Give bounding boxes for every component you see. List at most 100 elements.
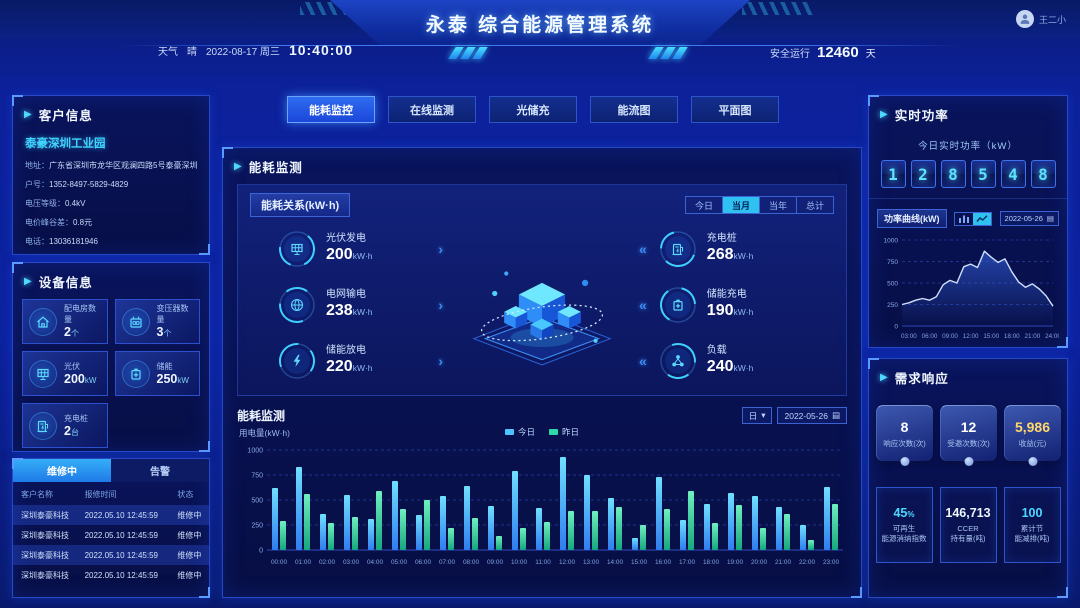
relation-item-storage-charge: « 储能充电 190kW·h bbox=[639, 279, 807, 331]
usage-legend: 今日 昨日 bbox=[237, 426, 847, 438]
energy-monitor-title: 能耗监测 bbox=[248, 161, 303, 175]
svg-text:0: 0 bbox=[894, 324, 898, 331]
customer-field-account: 户号：1352-8497-5829-4829 bbox=[25, 180, 129, 189]
tab-online-monitor[interactable]: 在线监测 bbox=[388, 96, 476, 123]
usage-y-axis-label: 用电量(kW·h) bbox=[239, 428, 290, 438]
svg-text:15:00: 15:00 bbox=[631, 559, 647, 566]
demand-panel-title: 需求响应 bbox=[894, 372, 949, 386]
svg-text:00:00: 00:00 bbox=[271, 559, 287, 566]
svg-text:500: 500 bbox=[251, 498, 263, 505]
svg-text:12:00: 12:00 bbox=[559, 559, 575, 566]
svg-text:23:00: 23:00 bbox=[823, 559, 839, 566]
hourly-usage-bar-chart: 0 250 500 750 1000 00:00 01:00 02:00 03:00 04:00 0… bbox=[247, 448, 843, 566]
load-icon bbox=[659, 343, 696, 379]
svg-text:250: 250 bbox=[251, 523, 263, 530]
relation-item-pv-gen: 光伏发电 200kW·h › bbox=[277, 223, 445, 275]
tab-pv-storage-charge[interactable]: 光储充 bbox=[489, 96, 577, 123]
panel-marker-icon: ▶ bbox=[24, 276, 33, 287]
realtime-digits: 1 2 8 5 4 8 bbox=[869, 160, 1067, 188]
svg-text:250: 250 bbox=[887, 302, 898, 309]
energy-hub-illustration bbox=[472, 271, 612, 366]
stat-invited-count: 12 受邀次数(次) bbox=[939, 405, 997, 461]
solar-panel-icon bbox=[29, 359, 57, 388]
filter-today[interactable]: 今日 bbox=[694, 200, 713, 211]
filter-total[interactable]: 总计 bbox=[795, 197, 833, 213]
panel-marker-icon: ▶ bbox=[880, 372, 889, 383]
svg-text:500: 500 bbox=[887, 281, 898, 288]
tab-alarm[interactable]: 告警 bbox=[111, 459, 209, 482]
filter-month[interactable]: 当月 bbox=[721, 197, 759, 213]
filter-year[interactable]: 当年 bbox=[758, 197, 796, 213]
svg-text:08:00: 08:00 bbox=[463, 559, 479, 566]
svg-text:02:00: 02:00 bbox=[319, 559, 335, 566]
usage-chart-section: 能耗监测 日 ▾ 2022-05-26 ▤ 用电量(kW·h) 今日 昨日 0 250… bbox=[237, 403, 847, 581]
user-account[interactable]: 王二小 bbox=[1015, 10, 1066, 28]
svg-text:21:00: 21:00 bbox=[775, 559, 791, 566]
svg-text:11:00: 11:00 bbox=[535, 559, 551, 566]
energy-monitor-panel: ▶ 能耗监测 能耗关系(kW·h) 今日 当月 当年 总计 光伏发电 200kW·… bbox=[222, 147, 862, 598]
svg-text:18:00: 18:00 bbox=[703, 559, 719, 566]
period-select[interactable]: 日 ▾ bbox=[741, 407, 773, 424]
safe-running-days: 12460 bbox=[817, 44, 859, 61]
charging-pile-icon bbox=[659, 231, 696, 267]
repair-alarm-panel: 维修中 告警 客户名称 报修时间 状态 深圳泰豪科技 2022.05.10 12:… bbox=[12, 458, 210, 598]
svg-text:01:00: 01:00 bbox=[295, 559, 311, 566]
line-chart-toggle-icon[interactable] bbox=[973, 212, 992, 225]
svg-text:0: 0 bbox=[259, 548, 263, 555]
safe-running-unit: 天 bbox=[865, 49, 876, 60]
battery-icon bbox=[121, 359, 150, 388]
svg-text:24:00: 24:00 bbox=[1045, 333, 1059, 340]
panel-marker-icon: ▶ bbox=[24, 109, 33, 120]
date-text: 2022-08-17 周三 bbox=[206, 46, 280, 58]
svg-text:07:00: 07:00 bbox=[439, 559, 455, 566]
flow-arrow-right-icon: › bbox=[438, 353, 443, 369]
charging-pile-icon bbox=[29, 411, 57, 440]
bar-chart-toggle-icon[interactable] bbox=[955, 213, 973, 225]
curve-date-picker[interactable]: 2022-05-26 ▤ bbox=[999, 211, 1059, 226]
pv-generation-icon bbox=[279, 231, 315, 267]
device-card-storage: 储能 250kW bbox=[114, 351, 200, 396]
repair-table: 客户名称 报修时间 状态 深圳泰豪科技 2022.05.10 12:45:59 维修… bbox=[13, 484, 209, 585]
customer-field-voltage: 电压等级：0.4kV bbox=[25, 199, 86, 208]
clock-text: 10:40:00 bbox=[288, 42, 353, 58]
decor-slashes-left bbox=[448, 47, 488, 59]
energy-relation-box: 能耗关系(kW·h) 今日 当月 当年 总计 光伏发电 200kW·h › bbox=[237, 184, 847, 396]
svg-text:09:00: 09:00 bbox=[942, 333, 958, 340]
relation-item-charger: « 充电桩 268kW·h bbox=[639, 223, 807, 275]
svg-text:21:00: 21:00 bbox=[1025, 333, 1041, 340]
chart-type-toggle bbox=[954, 211, 993, 226]
avatar-icon bbox=[1015, 10, 1034, 28]
weather-value: 晴 bbox=[187, 46, 197, 58]
flow-arrow-left-icon: « bbox=[639, 241, 647, 257]
card-energy-saving: 100 累计节 能减排(吨) bbox=[1003, 487, 1061, 563]
tab-energy-monitor[interactable]: 能耗监控 bbox=[287, 96, 375, 123]
svg-text:14:00: 14:00 bbox=[607, 559, 623, 566]
stat-response-count: 8 响应次数(次) bbox=[875, 405, 933, 461]
customer-field-price-gap: 电价峰谷差：0.8元 bbox=[25, 218, 93, 227]
power-curve-title: 功率曲线(kW) bbox=[877, 209, 947, 228]
customer-name[interactable]: 泰豪深圳工业园 bbox=[25, 138, 106, 150]
svg-text:750: 750 bbox=[887, 259, 898, 266]
svg-text:03:00: 03:00 bbox=[343, 559, 359, 566]
flow-arrow-right-icon: › bbox=[438, 241, 443, 257]
table-row: 深圳泰豪科技 2022.05.10 12:45:59 维修中 bbox=[21, 530, 202, 540]
panel-marker-icon: ▶ bbox=[234, 161, 243, 172]
relation-title: 能耗关系(kW·h) bbox=[250, 193, 351, 217]
table-row: 深圳泰豪科技 2022.05.10 12:45:59 维修中 bbox=[13, 545, 209, 565]
tab-energy-flow[interactable]: 能流图 bbox=[590, 96, 678, 123]
svg-text:20:00: 20:00 bbox=[751, 559, 767, 566]
tab-floor-plan[interactable]: 平面图 bbox=[691, 96, 779, 123]
date-picker[interactable]: 2022-05-26 ▤ bbox=[777, 407, 847, 424]
device-info-panel: ▶ 设备信息 配电房数量 2个 变压器数量 3个 光伏 200kW 储能 250kW bbox=[12, 262, 210, 452]
flow-arrow-right-icon: › bbox=[438, 297, 443, 313]
relation-item-storage-discharge: 储能放电 220kW·h › bbox=[277, 335, 445, 387]
svg-text:06:00: 06:00 bbox=[922, 333, 938, 340]
svg-text:22:00: 22:00 bbox=[799, 559, 815, 566]
tab-repairing[interactable]: 维修中 bbox=[13, 459, 111, 482]
svg-text:05:00: 05:00 bbox=[391, 559, 407, 566]
header-decor-stripes-right bbox=[742, 2, 814, 15]
svg-text:10:00: 10:00 bbox=[511, 559, 527, 566]
svg-text:750: 750 bbox=[251, 473, 263, 480]
table-row: 深圳泰豪科技 2022.05.10 12:45:59 维修中 bbox=[13, 505, 209, 525]
svg-text:1000: 1000 bbox=[247, 448, 263, 455]
